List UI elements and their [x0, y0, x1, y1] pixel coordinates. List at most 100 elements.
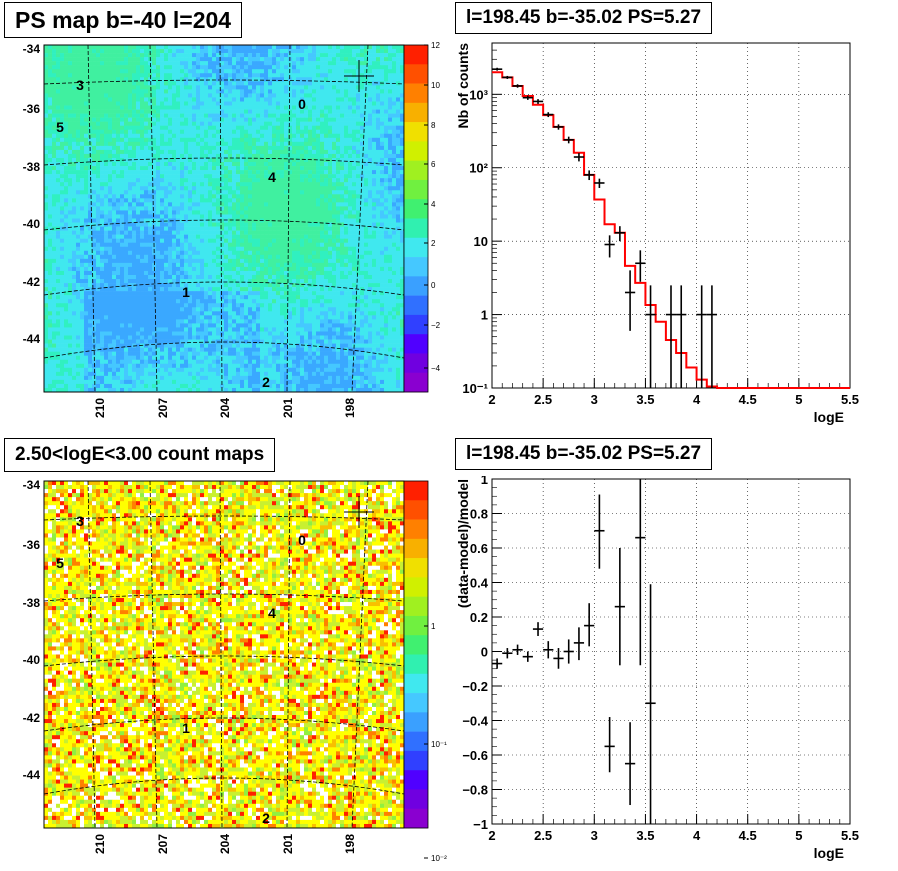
map-pixel	[156, 230, 161, 235]
map-pixel	[148, 254, 153, 260]
map-pixel	[348, 254, 353, 260]
map-pixel	[368, 133, 373, 139]
map-pixel	[276, 202, 281, 207]
map-pixel	[364, 258, 369, 264]
map-pixel	[164, 121, 169, 126]
map-pixel	[232, 69, 237, 74]
map-pixel	[156, 210, 161, 215]
map-pixel	[76, 262, 81, 268]
map-pixel	[244, 93, 249, 98]
map-pixel	[76, 214, 81, 219]
map-pixel	[96, 73, 101, 78]
map-pixel	[84, 113, 89, 118]
map-pixel	[352, 198, 357, 203]
map-pixel	[124, 186, 129, 191]
map-pixel	[384, 186, 389, 191]
map-pixel	[184, 178, 189, 183]
map-pixel	[64, 246, 69, 252]
map-pixel	[196, 77, 201, 82]
map-pixel	[304, 202, 309, 207]
map-pixel	[308, 242, 313, 248]
map-pixel	[92, 186, 97, 191]
map-pixel	[124, 77, 129, 82]
map-pixel	[384, 234, 389, 239]
map-pixel	[140, 182, 145, 187]
map-pixel	[44, 250, 49, 256]
map-pixel	[204, 210, 209, 215]
map-pixel	[108, 85, 113, 90]
map-pixel	[76, 242, 81, 248]
map-pixel	[172, 93, 177, 98]
map-pixel	[252, 174, 257, 179]
map-pixel	[84, 153, 89, 159]
map-pixel	[52, 77, 57, 82]
map-pixel	[64, 210, 69, 215]
map-pixel	[48, 206, 53, 211]
map-pixel	[124, 226, 129, 231]
map-pixel	[56, 101, 61, 106]
map-pixel	[200, 133, 205, 139]
map-pixel	[116, 214, 121, 219]
map-pixel	[280, 49, 285, 54]
map-pixel	[96, 97, 101, 102]
map-pixel	[360, 202, 365, 207]
map-pixel	[360, 198, 365, 203]
map-pixel	[276, 141, 281, 147]
map-pixel	[208, 166, 213, 171]
map-pixel	[376, 117, 381, 122]
map-pixel	[80, 57, 85, 62]
map-pixel	[124, 206, 129, 211]
map-pixel	[328, 198, 333, 203]
map-pixel	[172, 230, 177, 235]
map-pixel	[380, 222, 385, 227]
map-pixel	[264, 73, 269, 78]
map-pixel	[148, 81, 153, 86]
map-pixel	[148, 170, 153, 175]
map-pixel	[52, 246, 57, 252]
map-pixel	[336, 162, 341, 167]
map-pixel	[304, 182, 309, 187]
map-pixel	[340, 73, 345, 78]
map-pixel	[180, 246, 185, 252]
map-pixel	[96, 93, 101, 98]
map-pixel	[224, 214, 229, 219]
map-pixel	[332, 109, 337, 114]
map-pixel	[228, 45, 233, 50]
map-pixel	[400, 258, 405, 264]
map-pixel	[340, 145, 345, 151]
map-pixel	[320, 182, 325, 187]
map-pixel	[144, 170, 149, 175]
map-pixel	[388, 65, 393, 70]
map-pixel	[224, 162, 229, 167]
map-pixel	[200, 206, 205, 211]
map-pixel	[136, 230, 141, 235]
map-pixel	[156, 266, 161, 272]
map-pixel	[244, 89, 249, 94]
map-pixel	[76, 57, 81, 62]
map-pixel	[84, 174, 89, 179]
map-pixel	[260, 113, 265, 118]
map-pixel	[92, 105, 97, 110]
map-pixel	[348, 117, 353, 122]
map-pixel	[240, 93, 245, 98]
map-pixel	[292, 81, 297, 86]
map-pixel	[220, 85, 225, 90]
map-pixel	[144, 206, 149, 211]
map-pixel	[240, 73, 245, 78]
map-pixel	[360, 121, 365, 126]
map-pixel	[236, 194, 241, 199]
map-pixel	[168, 174, 173, 179]
map-pixel	[280, 170, 285, 175]
map-pixel	[388, 97, 393, 102]
map-pixel	[340, 57, 345, 62]
map-pixel	[360, 218, 365, 223]
map-pixel	[64, 45, 69, 50]
map-pixel	[264, 81, 269, 86]
map-pixel	[328, 226, 333, 231]
map-pixel	[340, 166, 345, 171]
map-pixel	[164, 182, 169, 187]
map-pixel	[276, 246, 281, 252]
map-pixel	[284, 218, 289, 223]
map-pixel	[396, 65, 401, 70]
map-pixel	[172, 69, 177, 74]
